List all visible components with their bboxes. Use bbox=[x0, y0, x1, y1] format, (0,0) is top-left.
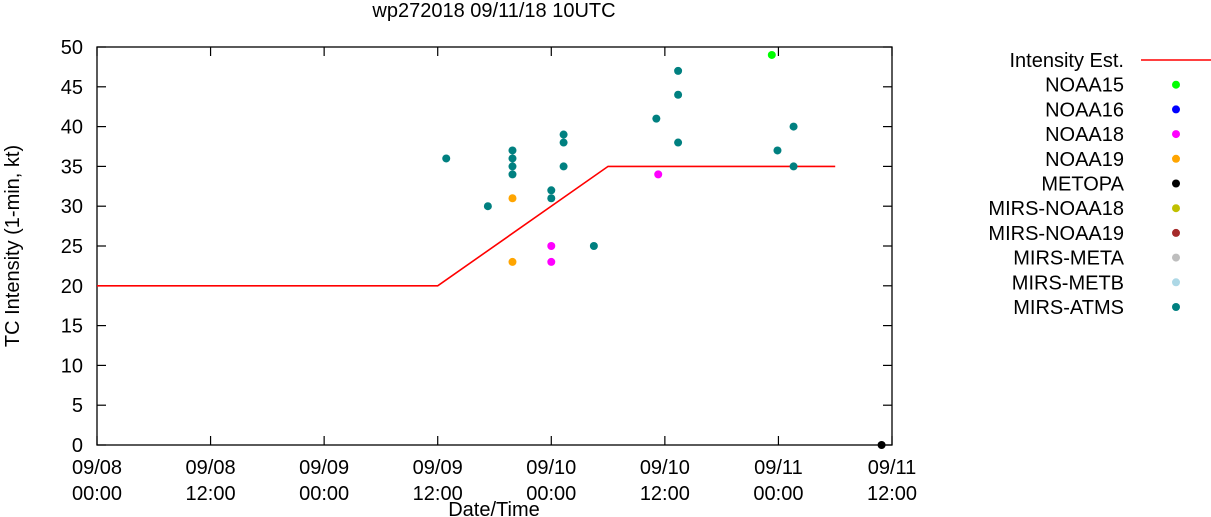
x-tick-label-time: 00:00 bbox=[526, 483, 576, 505]
legend-label: NOAA16 bbox=[1045, 99, 1124, 121]
legend-label: MIRS-NOAA18 bbox=[988, 198, 1124, 220]
x-tick-label-date: 09/11 bbox=[868, 457, 917, 479]
legend-label: MIRS-ATMS bbox=[1013, 297, 1124, 319]
mirs-atms-point bbox=[483, 202, 492, 211]
mirs-atms-point bbox=[547, 186, 556, 195]
x-tick-label-date: 09/09 bbox=[413, 457, 463, 479]
noaa15-point bbox=[767, 50, 776, 59]
legend-label: NOAA15 bbox=[1045, 75, 1124, 97]
x-tick-label-time: 12:00 bbox=[413, 483, 463, 505]
y-tick-label: 35 bbox=[61, 156, 83, 178]
legend-point-swatch bbox=[1172, 253, 1180, 262]
mirs-atms-point bbox=[559, 162, 568, 171]
x-tick-label-date: 09/10 bbox=[640, 457, 690, 479]
noaa18-point bbox=[547, 257, 556, 266]
noaa18-point bbox=[547, 242, 556, 250]
legend-point-swatch bbox=[1172, 130, 1180, 139]
legend-point-swatch bbox=[1172, 278, 1180, 287]
x-tick-label-time: 12:00 bbox=[640, 483, 690, 505]
mirs-atms-point bbox=[508, 162, 517, 171]
x-tick-label-time: 00:00 bbox=[753, 483, 803, 505]
legend-point-swatch bbox=[1172, 179, 1180, 188]
y-tick-label: 15 bbox=[61, 316, 83, 338]
metopa-point bbox=[877, 441, 886, 449]
y-tick-label: 45 bbox=[61, 77, 83, 99]
noaa18-point bbox=[654, 170, 663, 179]
mirs-atms-point bbox=[442, 154, 451, 163]
y-tick-label: 20 bbox=[61, 276, 83, 298]
mirs-atms-point bbox=[508, 146, 517, 155]
legend-point-swatch bbox=[1172, 204, 1180, 213]
intensity-estimate-line bbox=[97, 165, 836, 287]
mirs-atms-point bbox=[789, 122, 798, 131]
mirs-atms-point bbox=[589, 242, 598, 250]
legend-point-swatch bbox=[1172, 80, 1180, 89]
x-axis: 09/08 00:00 09/08 12:00 09/09 00:00 09/09 12:00… bbox=[72, 47, 917, 505]
x-tick-label-date: 09/09 bbox=[299, 457, 349, 479]
y-tick-label: 10 bbox=[61, 355, 83, 377]
y-tick-label: 5 bbox=[72, 395, 83, 417]
y-tick-label: 25 bbox=[61, 236, 83, 258]
x-tick-label-time: 12:00 bbox=[867, 483, 917, 505]
noaa19-point bbox=[508, 257, 517, 266]
legend-point-swatch bbox=[1172, 105, 1180, 114]
x-tick-label-date: 09/10 bbox=[526, 457, 576, 479]
legend-label: MIRS-NOAA19 bbox=[988, 223, 1124, 245]
x-tick-label-date: 09/08 bbox=[72, 457, 122, 479]
mirs-atms-point bbox=[674, 66, 683, 75]
series-layer bbox=[97, 50, 886, 449]
x-tick-label-time: 12:00 bbox=[186, 483, 236, 505]
legend-point-swatch bbox=[1172, 303, 1180, 311]
y-axis-title: TC Intensity (1-min, kt) bbox=[2, 145, 24, 347]
mirs-atms-point bbox=[547, 194, 556, 203]
y-tick-label: 40 bbox=[61, 117, 83, 139]
x-tick-label-time: 00:00 bbox=[299, 483, 349, 505]
mirs-atms-point bbox=[674, 90, 683, 99]
mirs-atms-point bbox=[674, 138, 683, 147]
legend-label: MIRS-METB bbox=[1012, 272, 1124, 294]
y-tick-label: 0 bbox=[72, 435, 83, 457]
x-axis-title: Date/Time bbox=[448, 499, 540, 517]
mirs-atms-point bbox=[652, 114, 661, 123]
legend-label: Intensity Est. bbox=[1010, 50, 1125, 72]
y-tick-label: 50 bbox=[61, 37, 83, 59]
noaa19-point bbox=[508, 194, 517, 203]
legend-label: NOAA18 bbox=[1045, 124, 1124, 146]
legend-label: METOPA bbox=[1041, 174, 1124, 196]
x-tick-label-time: 00:00 bbox=[72, 483, 122, 505]
x-tick-label-date: 09/11 bbox=[754, 457, 803, 479]
y-tick-label: 30 bbox=[61, 196, 83, 218]
mirs-atms-point bbox=[789, 162, 798, 171]
mirs-atms-point bbox=[508, 154, 517, 163]
chart-title: wp272018 09/11/18 10UTC bbox=[371, 0, 615, 22]
legend-point-swatch bbox=[1172, 154, 1180, 163]
legend-point-swatch bbox=[1172, 228, 1180, 237]
mirs-atms-point bbox=[559, 138, 568, 147]
mirs-atms-point bbox=[508, 170, 517, 179]
mirs-atms-point bbox=[773, 146, 782, 155]
legend-label: NOAA19 bbox=[1045, 149, 1124, 171]
legend-label: MIRS-META bbox=[1013, 248, 1124, 270]
mirs-atms-point bbox=[559, 130, 568, 139]
x-tick-label-date: 09/08 bbox=[186, 457, 236, 479]
y-axis: 0 5 10 15 20 25 30 35 40 45 50 bbox=[61, 37, 892, 457]
